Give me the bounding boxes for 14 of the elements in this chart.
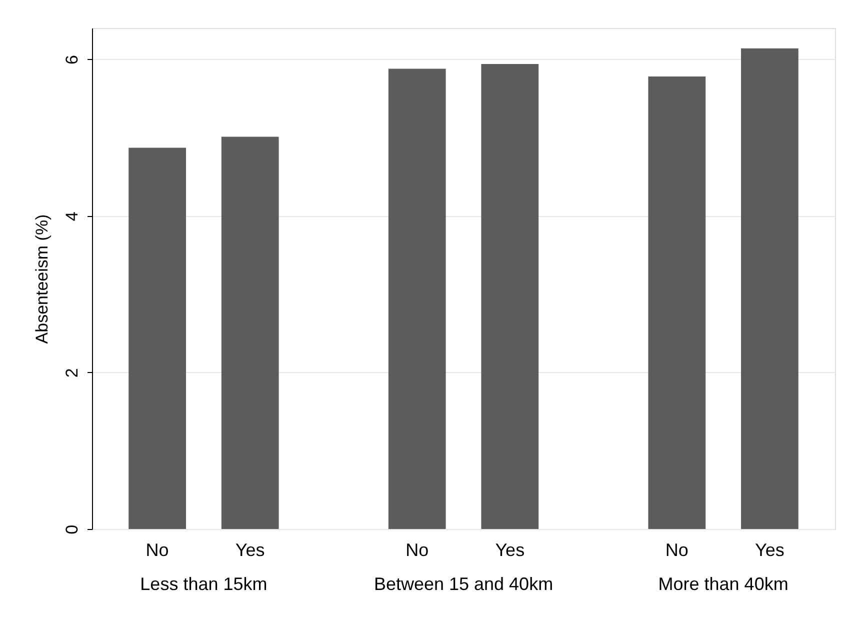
- y-tick-label: 2: [62, 368, 82, 378]
- x-tick-label: No: [146, 540, 169, 560]
- x-tick-label: No: [665, 540, 688, 560]
- x-tick-label: Yes: [495, 540, 525, 560]
- text: More than 40km: [658, 574, 788, 594]
- y-tick-label: 0: [62, 524, 82, 534]
- y-axis-title: Absenteeism (%): [32, 214, 52, 344]
- x-tick-label: No: [406, 540, 429, 560]
- text: Between 15 and 40km: [374, 574, 554, 594]
- y-tick-label: 4: [62, 212, 82, 222]
- x-tick-label: Yes: [755, 540, 784, 560]
- text: Less than 15km: [140, 574, 268, 594]
- y-tick-label: 6: [62, 55, 82, 65]
- x-tick-label: Yes: [235, 540, 265, 560]
